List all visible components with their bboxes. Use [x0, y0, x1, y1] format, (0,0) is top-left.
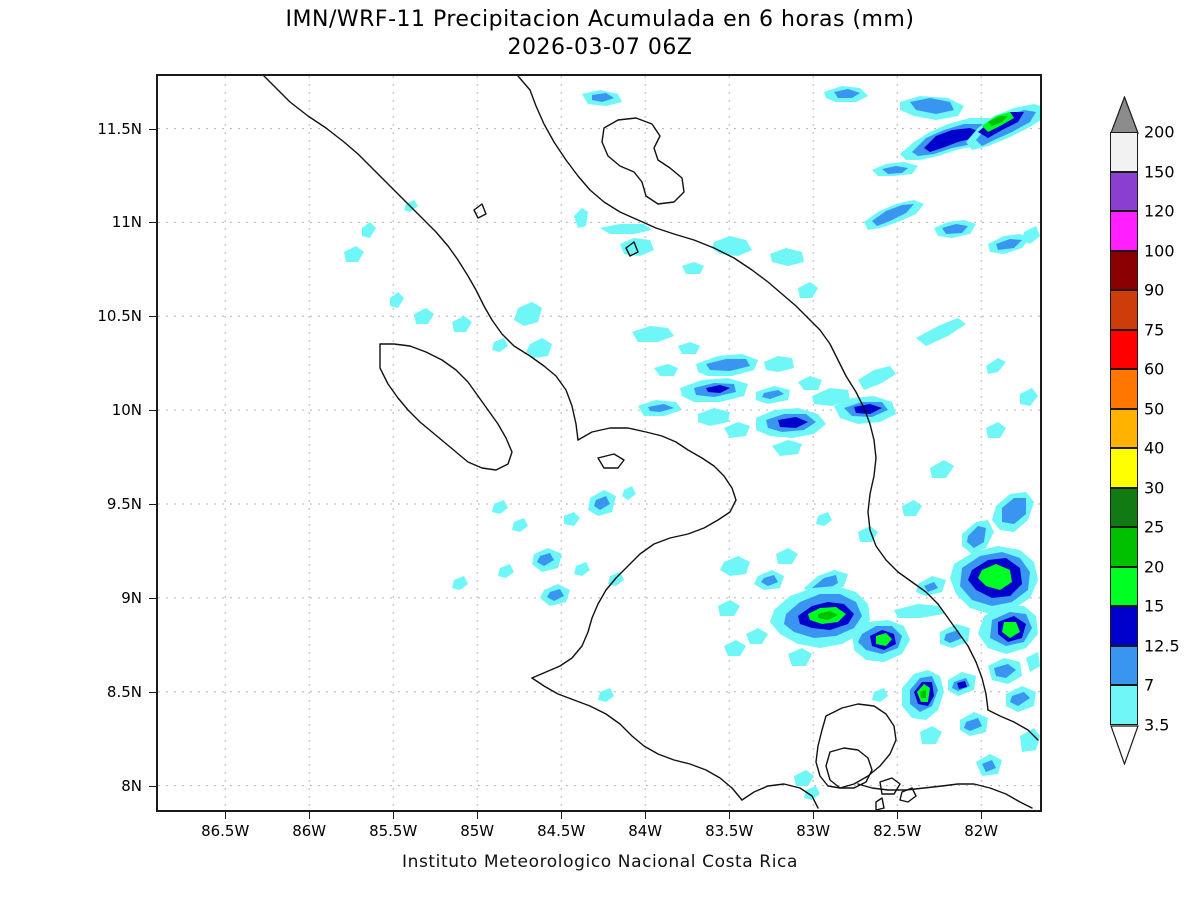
colorbar-swatch[interactable]: [1110, 527, 1138, 567]
colorbar-tick-label: 30: [1144, 478, 1165, 497]
x-axis-label: 83W: [796, 822, 831, 840]
map-plot-area: [156, 74, 1042, 812]
colorbar-swatch[interactable]: [1110, 132, 1138, 172]
colorbar-swatch[interactable]: [1110, 606, 1138, 646]
colorbar-extend-bottom-arrow: [1110, 724, 1139, 765]
colorbar-tick-label: 20: [1144, 557, 1165, 576]
title-line-1: IMN/WRF-11 Precipitacion Acumulada en 6 …: [285, 7, 915, 32]
x-tick-mark: [645, 812, 647, 819]
title-line-2: 2026-03-07 06Z: [507, 35, 693, 60]
colorbar-extend-top-arrow: [1110, 96, 1139, 134]
y-tick-mark: [149, 128, 156, 130]
y-tick-mark: [149, 691, 156, 693]
x-tick-mark: [393, 812, 395, 819]
colorbar-swatch[interactable]: [1110, 685, 1138, 725]
colorbar-tick-label: 12.5: [1144, 636, 1180, 655]
y-tick-mark: [149, 785, 156, 787]
y-tick-mark: [149, 504, 156, 505]
precipitation-field: [344, 86, 1040, 800]
colorbar-swatch[interactable]: [1110, 329, 1138, 369]
x-axis-label: 84W: [628, 822, 663, 840]
x-axis-label: 86W: [292, 822, 327, 840]
colorbar-swatch[interactable]: [1110, 448, 1138, 488]
x-tick-mark: [897, 812, 899, 819]
x-tick-mark: [561, 812, 563, 819]
colorbar-swatch[interactable]: [1110, 487, 1138, 527]
x-tick-mark: [981, 812, 983, 819]
x-axis-label: 83.5W: [705, 822, 754, 840]
y-axis-label: 11.5N: [97, 119, 142, 138]
coastline-overlay: [263, 76, 1039, 810]
y-tick-mark: [149, 316, 156, 318]
colorbar-tick-label: 15: [1144, 596, 1165, 616]
y-axis-label: 9.5N: [106, 495, 142, 513]
colorbar-tick-label: 100: [1144, 241, 1175, 260]
colorbar-swatch[interactable]: [1110, 369, 1138, 409]
x-tick-mark: [729, 812, 731, 819]
y-tick-mark: [149, 597, 156, 599]
x-tick-mark: [477, 812, 479, 819]
x-axis-label: 86.5W: [201, 822, 250, 840]
y-axis-label: 8N: [121, 776, 142, 795]
colorbar-tick-label: 150: [1144, 162, 1175, 181]
y-axis-label: 10.5N: [97, 307, 142, 326]
x-axis-label: 82.5W: [873, 822, 922, 840]
colorbar-tick-label: 200: [1144, 122, 1175, 142]
colorbar-tick-label: 7: [1144, 675, 1155, 695]
x-axis-label: 85W: [460, 822, 495, 840]
colorbar-tick-label: 90: [1144, 280, 1165, 300]
colorbar-tick-label: 60: [1144, 359, 1165, 379]
colorbar-swatch[interactable]: [1110, 566, 1138, 606]
y-tick-mark: [149, 222, 156, 224]
colorbar-swatch[interactable]: [1110, 250, 1138, 290]
colorbar-tick-label: 3.5: [1144, 715, 1170, 734]
colorbar-tick-label: 25: [1144, 517, 1165, 537]
colorbar-tick-label: 40: [1144, 438, 1165, 458]
colorbar-swatch[interactable]: [1110, 408, 1138, 448]
x-tick-mark: [813, 812, 815, 819]
colorbar-swatch[interactable]: [1110, 171, 1138, 211]
colorbar-tick-label: 50: [1144, 399, 1165, 418]
x-tick-mark: [225, 812, 227, 819]
y-axis-label: 9N: [121, 588, 142, 607]
colorbar-swatch[interactable]: [1110, 211, 1138, 251]
x-tick-mark: [309, 812, 311, 819]
colorbar-swatch[interactable]: [1110, 645, 1138, 685]
map-canvas: [158, 76, 1040, 810]
colorbar-swatch[interactable]: [1110, 290, 1138, 330]
y-tick-mark: [149, 410, 156, 412]
colorbar-tick-label: 75: [1144, 320, 1165, 339]
colorbar-tick-label: 120: [1144, 201, 1175, 221]
y-axis-label: 8.5N: [106, 682, 142, 701]
x-axis-label: 84.5W: [537, 822, 586, 840]
y-axis-label: 10N: [111, 401, 142, 420]
colorbar[interactable]: 200 150 120 100 90 75 60 50 40 30 25 20 15 12.5 7 3.5: [1110, 96, 1180, 796]
x-axis-label: 82W: [964, 822, 999, 840]
figure-footer: Instituto Meteorologico Nacional Costa R…: [401, 852, 799, 872]
y-axis-label: 11N: [111, 213, 142, 232]
figure-title: IMN/WRF-11 Precipitacion Acumulada en 6 …: [0, 6, 1200, 62]
x-axis-label: 85.5W: [369, 822, 418, 840]
